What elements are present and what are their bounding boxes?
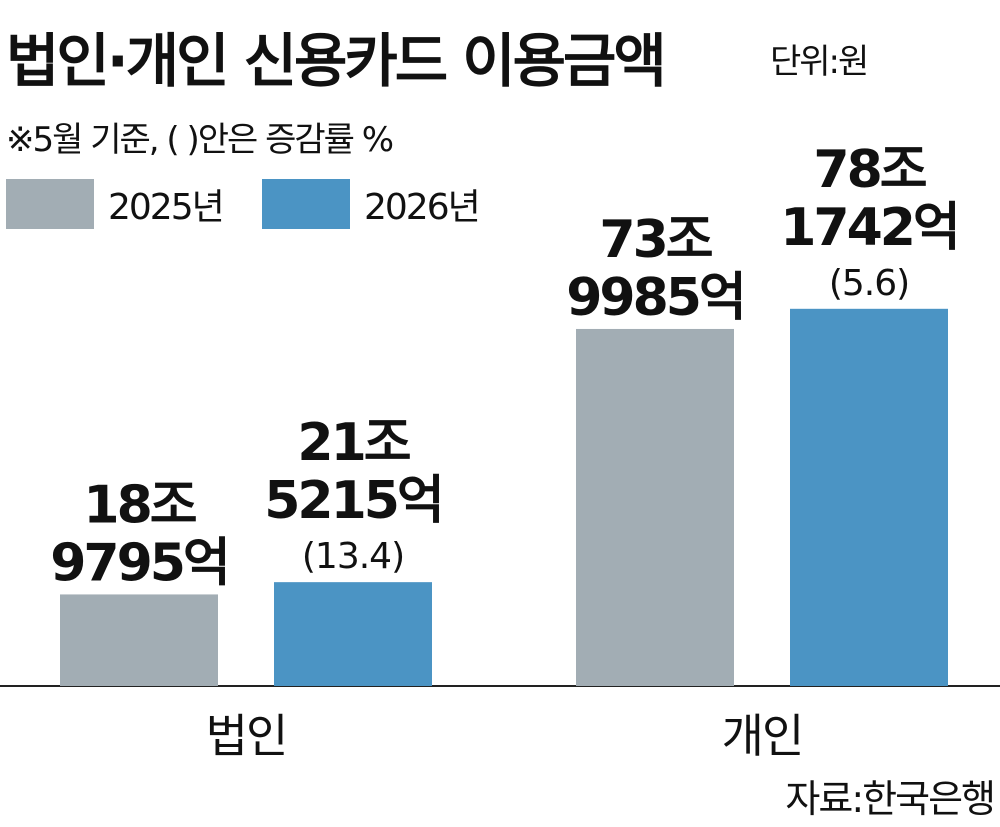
bar-법인-2025년 — [60, 594, 218, 686]
value-label-개인-2026년-0: 78조 — [813, 140, 926, 200]
legend-label-2025: 2025년 — [108, 187, 225, 228]
value-label-법인-2025년-0: 18조 — [83, 475, 196, 535]
legend-swatch-2026 — [262, 179, 350, 229]
value-label-개인-2025년-0: 73조 — [599, 210, 712, 270]
category-label-법인: 법인 — [206, 709, 287, 763]
value-label-개인-2026년-1: 1742억 — [780, 198, 958, 258]
legend-swatch-2025 — [6, 179, 94, 229]
legend-item-2025: 2025년 — [6, 176, 225, 232]
change-label-법인-2026년: (13.4) — [302, 536, 404, 577]
legend-label-2026: 2026년 — [364, 187, 481, 228]
value-label-법인-2026년-0: 21조 — [297, 413, 410, 473]
source-label: 자료:한국은행 — [785, 777, 996, 821]
value-label-개인-2025년-1: 9985억 — [566, 268, 744, 328]
change-label-개인-2026년: (5.6) — [829, 263, 909, 304]
legend-item-2026: 2026년 — [262, 176, 481, 232]
bar-개인-2025년 — [576, 328, 734, 686]
bar-개인-2026년 — [790, 308, 948, 686]
chart-note: ※5월 기준, ( )안은 증감률 % — [6, 120, 394, 160]
unit-label: 단위:원 — [770, 42, 869, 82]
value-label-법인-2025년-1: 9795억 — [50, 533, 228, 593]
category-label-개인: 개인 — [722, 709, 803, 763]
chart-title: 법인·개인 신용카드 이용금액 — [6, 27, 667, 95]
value-label-법인-2026년-1: 5215억 — [264, 471, 442, 531]
bar-법인-2026년 — [274, 582, 432, 686]
